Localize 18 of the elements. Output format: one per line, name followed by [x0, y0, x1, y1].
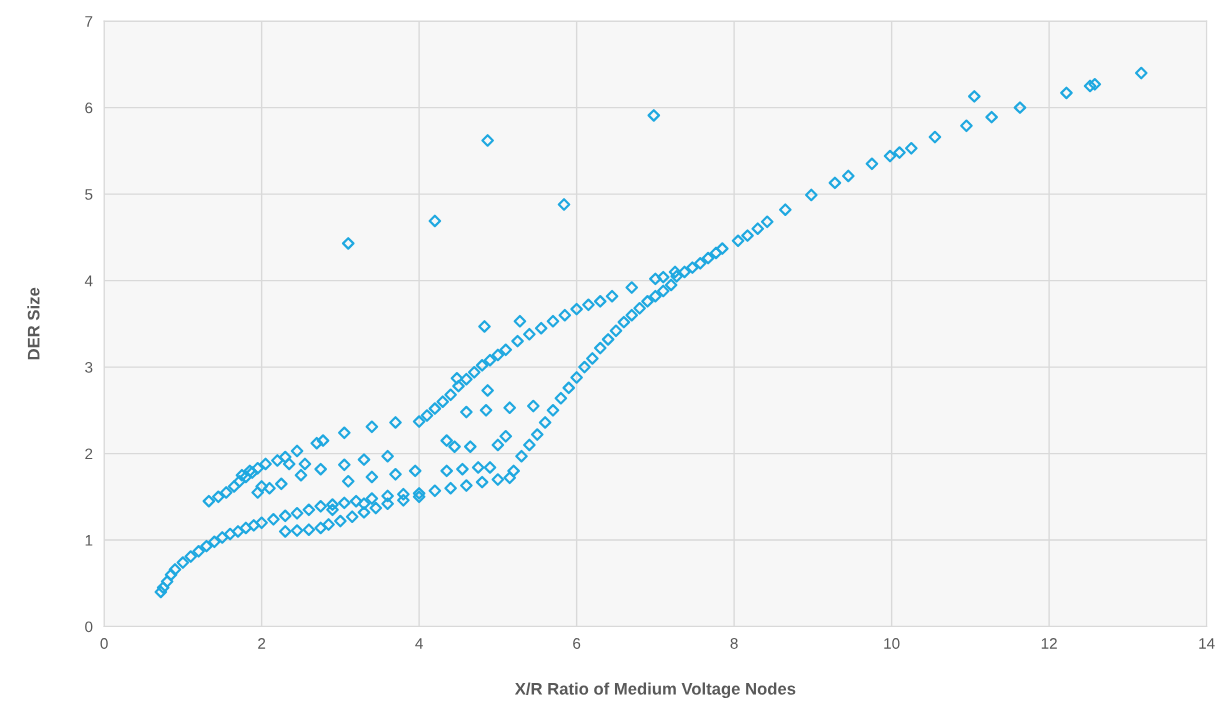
y-tick-label: 2	[85, 448, 93, 460]
x-tick-label: 6	[573, 638, 581, 649]
y-tick-label: 0	[85, 621, 93, 633]
y-tick-label: 1	[85, 535, 93, 546]
x-tick-label: 14	[1199, 638, 1215, 649]
x-tick-label: 4	[415, 638, 423, 649]
y-tick-label: 6	[85, 102, 93, 114]
x-tick-label: 0	[100, 638, 108, 649]
y-axis-title: DER Size	[27, 287, 40, 360]
x-tick-label: 12	[1041, 638, 1057, 649]
x-tick-label: 8	[730, 638, 738, 649]
y-tick-label: 5	[85, 189, 93, 200]
y-tick-label: 3	[85, 361, 93, 373]
x-tick-label: 10	[884, 638, 900, 649]
x-tick-label: 2	[258, 638, 266, 649]
y-tick-label: 7	[85, 16, 93, 27]
y-tick-label: 4	[84, 275, 93, 287]
x-axis-title: X/R Ratio of Medium Voltage Nodes	[514, 682, 796, 699]
